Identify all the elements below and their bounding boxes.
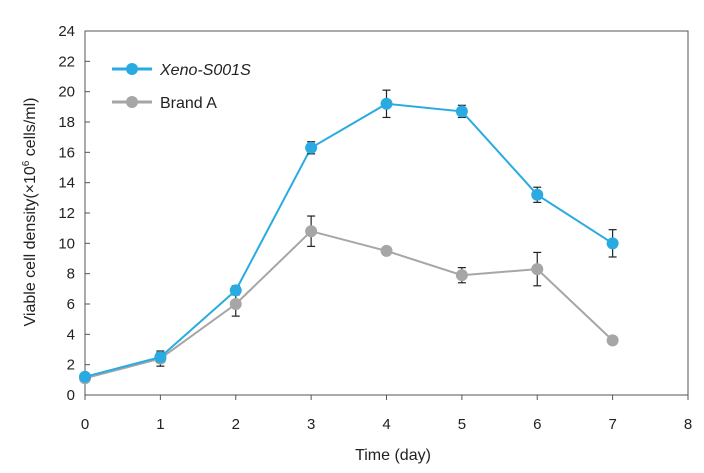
y-tick-label: 4	[67, 326, 75, 343]
data-point	[531, 188, 544, 201]
x-tick-label: 3	[307, 416, 315, 433]
data-point	[606, 237, 619, 250]
plot-frame	[84, 30, 689, 396]
series-line-xeno-s001s	[84, 102, 614, 378]
y-axis-title-main: Viable cell density(×10	[22, 166, 39, 326]
x-tick-label: 0	[81, 416, 89, 433]
x-tick-label: 1	[156, 416, 164, 433]
x-tick-label: 6	[533, 416, 541, 433]
legend-marker	[126, 96, 138, 108]
y-tick-label: 10	[58, 235, 75, 252]
y-axis-title-tail: cells/ml)	[22, 98, 39, 161]
data-point	[154, 351, 167, 364]
y-tick-label: 20	[58, 84, 75, 101]
y-tick-label: 12	[58, 205, 75, 222]
data-point	[229, 284, 242, 297]
y-tick-label: 2	[67, 357, 75, 374]
x-tick-label: 2	[232, 416, 240, 433]
y-tick-label: 16	[58, 144, 75, 161]
series-layer	[79, 89, 619, 385]
y-tick-label: 0	[67, 387, 75, 404]
y-tick-label: 18	[58, 114, 75, 131]
data-point	[606, 334, 619, 347]
series-xeno-s001s	[79, 89, 619, 383]
x-tick-label: 8	[684, 416, 692, 433]
y-tick-label: 24	[58, 23, 75, 40]
y-tick-label: 6	[67, 296, 75, 313]
x-tick-label: 5	[458, 416, 466, 433]
data-point	[531, 263, 544, 276]
x-tick-label: 4	[382, 416, 390, 433]
x-axis: 0 1 2 3 4 5 6 7 8	[81, 395, 692, 433]
data-point	[455, 105, 468, 118]
legend: Xeno-S001S Brand A	[112, 62, 251, 112]
data-point	[305, 141, 318, 154]
y-tick-label: 8	[67, 266, 75, 283]
data-point	[79, 370, 91, 383]
y-tick-label: 22	[58, 53, 75, 70]
y-tick-label: 14	[58, 175, 75, 192]
data-point	[455, 269, 468, 282]
x-tick-label: 7	[608, 416, 616, 433]
legend-marker	[126, 63, 138, 75]
y-axis-title-exponent: 6	[21, 160, 32, 166]
y-axis-title: Viable cell density(×106 cells/ml)	[21, 98, 39, 327]
series-line-brand-a	[84, 230, 614, 380]
data-point	[380, 97, 393, 110]
data-point	[305, 225, 318, 238]
legend-label: Xeno-S001S	[159, 62, 251, 79]
legend-label: Brand A	[160, 95, 217, 112]
x-axis-title: Time (day)	[355, 447, 431, 464]
data-point	[229, 298, 242, 310]
data-point	[380, 244, 393, 257]
